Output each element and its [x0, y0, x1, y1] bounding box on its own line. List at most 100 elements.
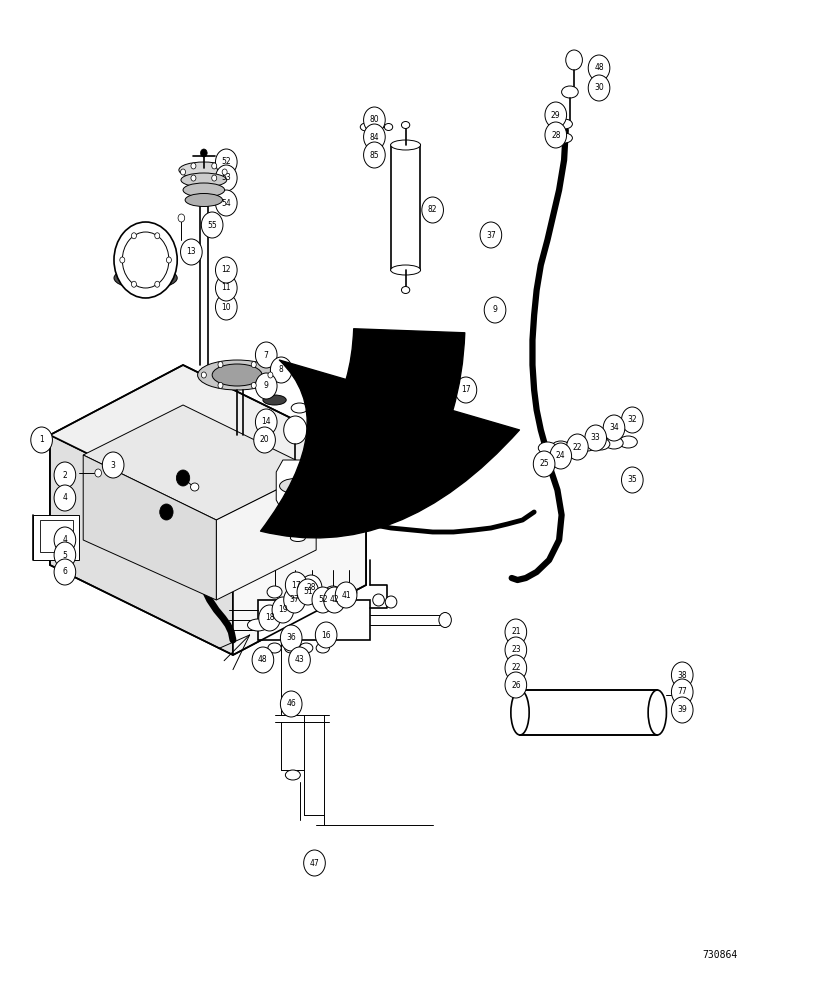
- Text: 11: 11: [221, 284, 231, 292]
- Circle shape: [455, 377, 477, 403]
- Ellipse shape: [562, 86, 578, 98]
- Text: 32: 32: [627, 416, 637, 424]
- Circle shape: [566, 50, 582, 70]
- Circle shape: [215, 149, 237, 175]
- Text: 730864: 730864: [702, 950, 737, 960]
- Text: 5: 5: [62, 550, 67, 560]
- Text: 39: 39: [677, 706, 687, 714]
- Circle shape: [335, 582, 357, 608]
- Text: 33: 33: [591, 434, 601, 442]
- Ellipse shape: [288, 586, 303, 598]
- Circle shape: [588, 75, 610, 101]
- Circle shape: [215, 190, 237, 216]
- Circle shape: [102, 452, 124, 478]
- Polygon shape: [50, 365, 366, 525]
- Circle shape: [315, 622, 337, 648]
- Text: 2: 2: [62, 471, 67, 480]
- Text: 85: 85: [369, 150, 379, 159]
- Ellipse shape: [385, 596, 397, 608]
- Circle shape: [280, 625, 302, 651]
- Text: 35: 35: [627, 476, 637, 485]
- Ellipse shape: [248, 619, 268, 631]
- Circle shape: [364, 107, 385, 133]
- Ellipse shape: [648, 690, 666, 735]
- Polygon shape: [50, 435, 233, 655]
- Circle shape: [545, 122, 567, 148]
- Ellipse shape: [305, 586, 319, 598]
- Text: 42: 42: [329, 595, 339, 604]
- Text: 20: 20: [260, 436, 270, 444]
- Circle shape: [285, 572, 307, 598]
- Circle shape: [218, 362, 223, 368]
- Text: 46: 46: [286, 700, 296, 708]
- Text: 9: 9: [264, 381, 269, 390]
- Circle shape: [131, 281, 136, 287]
- Circle shape: [155, 281, 160, 287]
- Ellipse shape: [373, 594, 384, 606]
- Ellipse shape: [390, 265, 420, 275]
- Circle shape: [181, 169, 186, 175]
- Circle shape: [31, 427, 52, 453]
- Circle shape: [480, 222, 502, 248]
- Circle shape: [215, 275, 237, 301]
- Ellipse shape: [114, 267, 177, 289]
- Polygon shape: [258, 600, 370, 640]
- Circle shape: [550, 443, 572, 469]
- Circle shape: [191, 175, 196, 181]
- Circle shape: [671, 697, 693, 723]
- Polygon shape: [233, 455, 366, 655]
- Text: 10: 10: [221, 302, 231, 312]
- Circle shape: [54, 559, 76, 585]
- Circle shape: [215, 257, 237, 283]
- Circle shape: [251, 382, 256, 388]
- Ellipse shape: [290, 534, 305, 542]
- Text: 17: 17: [461, 385, 471, 394]
- Text: 29: 29: [551, 110, 561, 119]
- Circle shape: [300, 575, 322, 601]
- Circle shape: [54, 542, 76, 568]
- Ellipse shape: [268, 643, 281, 653]
- Circle shape: [201, 212, 223, 238]
- Ellipse shape: [605, 437, 623, 449]
- Text: 24: 24: [556, 452, 566, 460]
- Circle shape: [252, 647, 274, 673]
- Circle shape: [297, 579, 319, 605]
- Ellipse shape: [191, 483, 199, 491]
- Circle shape: [120, 257, 125, 263]
- Circle shape: [324, 587, 345, 613]
- Circle shape: [533, 451, 555, 477]
- Circle shape: [622, 407, 643, 433]
- Text: 44: 44: [319, 506, 329, 514]
- Polygon shape: [276, 460, 314, 512]
- Ellipse shape: [439, 612, 451, 628]
- Text: 26: 26: [511, 680, 521, 690]
- Ellipse shape: [280, 479, 311, 493]
- Text: 13: 13: [186, 247, 196, 256]
- Text: 43: 43: [295, 656, 305, 664]
- Text: 36: 36: [286, 634, 296, 643]
- Text: 23: 23: [511, 646, 521, 654]
- Text: 52: 52: [318, 595, 328, 604]
- Circle shape: [259, 605, 280, 631]
- Text: 19: 19: [278, 605, 288, 614]
- Circle shape: [218, 382, 223, 388]
- Text: 28: 28: [306, 584, 316, 592]
- Circle shape: [272, 597, 294, 623]
- Polygon shape: [83, 405, 316, 520]
- Circle shape: [268, 372, 273, 378]
- Circle shape: [312, 587, 334, 613]
- Text: 22: 22: [572, 442, 582, 452]
- Circle shape: [201, 372, 206, 378]
- Circle shape: [155, 233, 160, 239]
- Text: 48: 48: [258, 656, 268, 664]
- Circle shape: [362, 477, 384, 503]
- Circle shape: [215, 294, 237, 320]
- Circle shape: [364, 124, 385, 150]
- Text: 14: 14: [261, 418, 271, 426]
- Circle shape: [314, 497, 335, 523]
- Circle shape: [284, 416, 307, 444]
- Circle shape: [364, 142, 385, 168]
- Text: 21: 21: [511, 628, 521, 637]
- Text: 34: 34: [609, 424, 619, 432]
- Ellipse shape: [556, 119, 572, 129]
